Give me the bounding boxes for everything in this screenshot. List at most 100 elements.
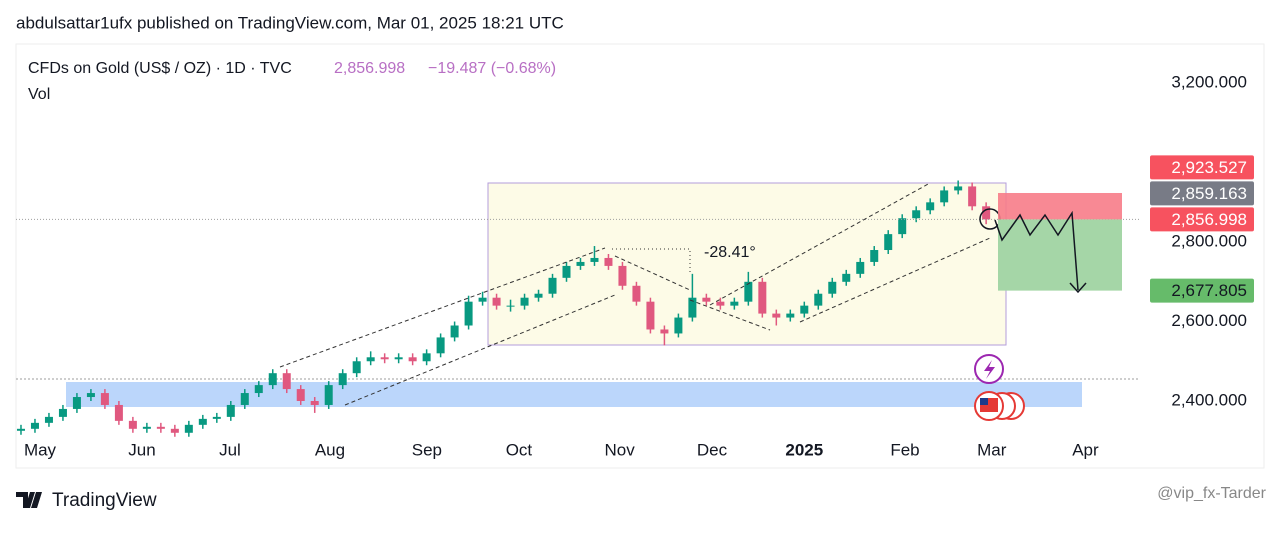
candle-body [982,206,991,220]
candle-body [968,186,977,207]
projection-path [994,210,1079,291]
x-tick-label: Nov [605,440,636,459]
candle-body [212,416,221,419]
candle-body [604,257,613,266]
candle-body [814,293,823,306]
x-tick-label: May [24,440,57,459]
candle-body [674,317,683,334]
candle-body [100,393,109,405]
candle-body [632,285,641,302]
candle-body [198,418,207,425]
candle-body [548,277,557,294]
candle-body [660,329,669,334]
projection-arrow [1069,282,1087,294]
candle-body [226,404,235,417]
candle-body [72,397,81,409]
candle-body [436,337,445,354]
x-tick-label: 2025 [785,440,823,459]
candle-body [422,353,431,362]
candle-body [842,273,851,282]
candle-body [856,261,865,274]
price-label-box [1150,207,1254,232]
candle-body [156,426,165,429]
candle-body [44,416,53,423]
price-label: 2,859.163 [1171,184,1247,203]
volume-label: Vol [28,86,50,103]
candle-body [30,422,39,429]
x-tick-label: Aug [315,440,345,459]
plot [16,180,1140,437]
position-boxes [998,192,1122,291]
candle-body [324,385,333,405]
candle-body [590,257,599,262]
lightning-icon [984,360,995,379]
candle-body [296,389,305,401]
candle-body [688,297,697,318]
loss-zone [998,192,1122,220]
candle-body [828,281,837,294]
price-label: 2,856.998 [1171,210,1247,229]
candle-body [380,357,389,360]
support-zone [66,382,1082,407]
annotation: -28.41° [704,244,756,261]
candle-body [716,301,725,306]
candle-body [870,250,879,262]
candle-body [142,426,151,429]
x-tick-label: Feb [890,440,919,459]
candle-body [114,404,123,421]
axes: 2,400.000 2,600.000 2,800.000 3,200.000 May J… [24,73,1254,459]
candle-body [758,281,767,314]
candle-body [618,265,627,286]
candle-body [464,301,473,326]
candle-body [170,428,179,433]
watermark: @vip_fx-Tarder [1157,485,1266,502]
candle-body [58,408,67,417]
candle-body [786,313,795,318]
legend-price: 2,856.998 [334,60,405,77]
candle-body [884,234,893,251]
candle-body [310,400,319,405]
x-tick-label: Apr [1072,440,1099,459]
candle-body [520,297,529,306]
candle-body [492,297,501,306]
candle-body [576,261,585,266]
candle-body [772,313,781,318]
candle-body [282,373,291,390]
y-tick-label: 2,600.000 [1171,311,1247,330]
profit-zone [998,219,1122,291]
candle-body [534,293,543,298]
candle-body [562,265,571,278]
x-tick-label: Jul [219,440,241,459]
y-tick-label: 3,200.000 [1171,73,1247,92]
candle-body [646,301,655,330]
candle-body [16,428,25,431]
candle-body [954,186,963,191]
candle-body [352,361,361,374]
candle-body [338,373,347,386]
x-tick-label: Mar [977,440,1007,459]
candle-body [898,218,907,235]
trend-lines [279,182,991,406]
range-box [487,182,1007,346]
candle-body [366,357,375,362]
y-tick-label: 2,400.000 [1171,390,1247,409]
candle-body [394,357,403,360]
candle-body [254,385,263,394]
price-label-box [1150,278,1254,303]
chart-title: CFDs on Gold (US$ / OZ) · 1D · TVC [28,60,292,77]
price-label: 2,923.527 [1171,158,1247,177]
brand: TradingView [52,490,157,511]
attribution: abdulsattar1ufx published on TradingView… [16,13,564,32]
candle-body [240,393,249,405]
candle-body [478,297,487,302]
x-tick-label: Jun [128,440,155,459]
candle-body [408,357,417,362]
candle-body [86,393,95,398]
candle-body [912,210,921,219]
legend-change: −19.487 (−0.68%) [428,60,556,77]
price-label: 2,677.805 [1171,281,1247,300]
price-label-box [1150,155,1254,180]
x-tick-label: Dec [697,440,728,459]
candle-body [268,373,277,386]
